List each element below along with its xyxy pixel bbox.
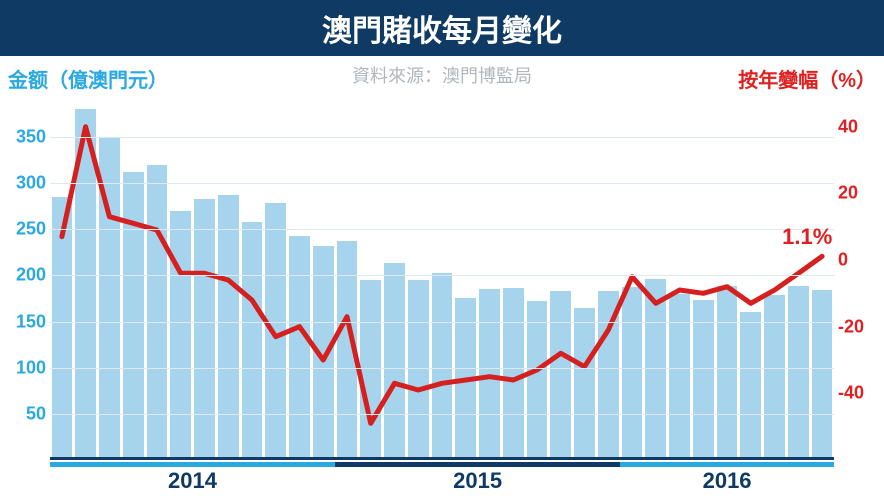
gridline <box>50 183 834 184</box>
year-label: 2014 <box>168 468 217 494</box>
chart-area: 50100150200250300350-40-2002040201420152… <box>50 100 834 460</box>
chart-title: 澳門賭收每月變化 <box>322 15 562 48</box>
year-label: 2015 <box>453 468 502 494</box>
gridline <box>50 229 834 230</box>
chart-title-bar: 澳門賭收每月變化 <box>0 0 884 56</box>
y-left-tick: 200 <box>2 265 46 286</box>
year-label: 2016 <box>703 468 752 494</box>
gridline <box>50 322 834 323</box>
line-series <box>50 100 834 460</box>
x-baseline <box>50 457 834 460</box>
y-left-tick: 100 <box>2 357 46 378</box>
y-right-tick: -20 <box>838 316 882 337</box>
y-left-tick: 50 <box>2 403 46 424</box>
y-left-tick: 300 <box>2 173 46 194</box>
y-left-tick: 350 <box>2 126 46 147</box>
gridline <box>50 414 834 415</box>
y-right-tick: 40 <box>838 116 882 137</box>
year-segment <box>50 462 335 467</box>
year-segment <box>620 462 834 467</box>
gridline <box>50 137 834 138</box>
gridline <box>50 368 834 369</box>
y-left-tick: 150 <box>2 311 46 332</box>
y-left-tick: 250 <box>2 219 46 240</box>
y-right-tick: -40 <box>838 383 882 404</box>
y-right-tick: 0 <box>838 250 882 271</box>
year-segment <box>335 462 620 467</box>
y-right-tick: 20 <box>838 183 882 204</box>
gridline <box>50 275 834 276</box>
y-left-axis-label: 金额（億澳門元） <box>8 64 168 93</box>
y-right-axis-label: 按年變幅（%） <box>738 64 876 93</box>
plot-area: 50100150200250300350-40-2002040201420152… <box>50 100 834 460</box>
last-value-callout: 1.1% <box>782 224 832 250</box>
